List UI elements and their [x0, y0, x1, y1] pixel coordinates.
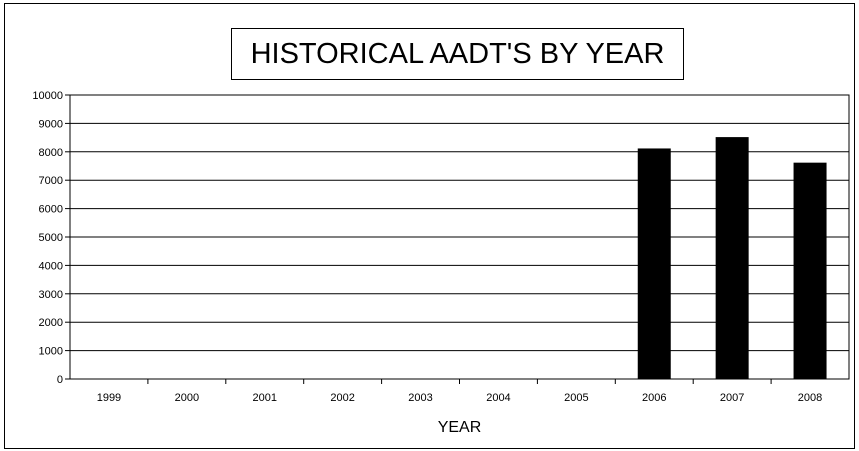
x-tick-label: 2002	[330, 392, 354, 404]
x-tick-label: 2004	[486, 392, 510, 404]
y-tick-label: 2000	[39, 317, 63, 329]
y-tick-label: 1000	[39, 346, 63, 358]
chart-frame	[4, 3, 855, 449]
y-tick-label: 10000	[32, 90, 63, 102]
x-axis-ticks: 1999 2000 2001 2002 2003 2004 2005 2006 2007 2008	[97, 379, 822, 404]
y-tick-label: 8000	[39, 147, 63, 159]
plot-area-border	[69, 94, 850, 380]
y-axis-ticks: 0 1000 2000 3000 4000 5000 6000 7000 8000 9000 100…	[32, 90, 70, 386]
bar-2007	[715, 137, 749, 380]
bar-2008	[793, 162, 827, 380]
x-axis-title: YEAR	[438, 419, 482, 436]
x-tick-label: 1999	[97, 392, 121, 404]
y-tick-label: 7000	[39, 175, 63, 187]
x-tick-label: 2008	[798, 392, 822, 404]
y-tick-label: 9000	[39, 118, 63, 130]
y-tick-label: 3000	[39, 289, 63, 301]
x-tick-label: 2007	[720, 392, 744, 404]
x-tick-label: 2000	[175, 392, 199, 404]
x-tick-label: 2003	[408, 392, 432, 404]
bar-2006	[637, 148, 671, 380]
y-tick-label: 6000	[39, 204, 63, 216]
bars	[637, 137, 827, 380]
y-tick-label: 5000	[39, 232, 63, 244]
chart-title: HISTORICAL AADT'S BY YEAR	[231, 28, 684, 80]
x-tick-label: 2006	[642, 392, 666, 404]
y-tick-label: 0	[57, 374, 63, 386]
x-tick-label: 2005	[564, 392, 588, 404]
x-tick-label: 2001	[253, 392, 277, 404]
y-tick-label: 4000	[39, 260, 63, 272]
